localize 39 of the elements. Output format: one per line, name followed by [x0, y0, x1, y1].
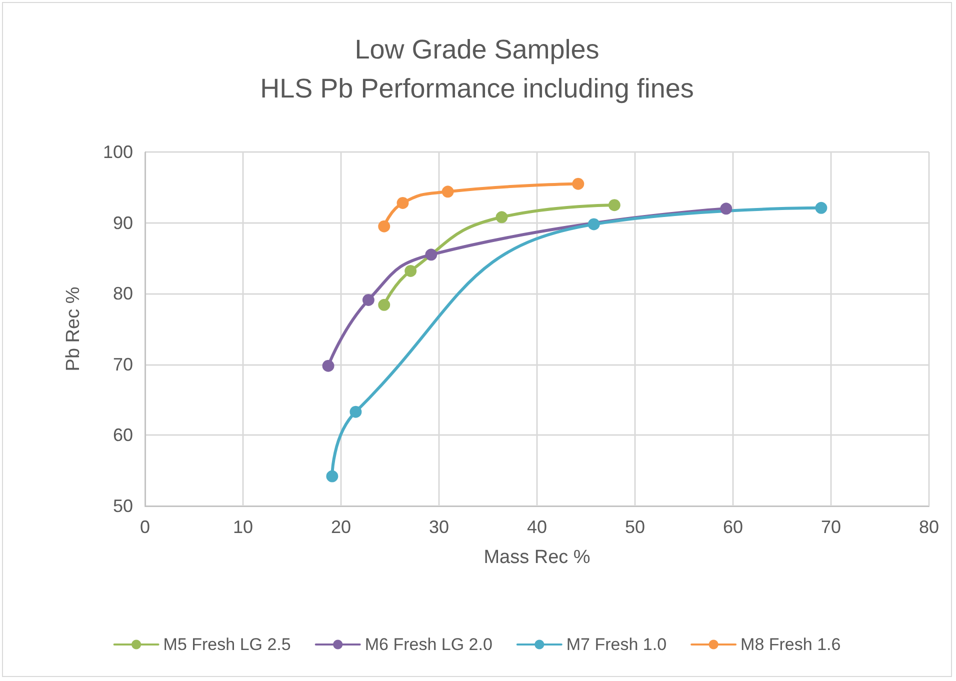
point [588, 218, 600, 230]
x-axis-title: Mass Rec % [484, 547, 590, 568]
y-tick-label: 90 [112, 212, 133, 233]
x-tick-label: 0 [140, 517, 150, 537]
legend-label: M8 Fresh 1.6 [740, 635, 841, 654]
chart-title: Low Grade Samples [354, 34, 600, 64]
x-tick-label: 80 [918, 517, 940, 537]
point [396, 196, 409, 209]
point [362, 294, 374, 306]
point [608, 199, 620, 212]
x-tick-label: 10 [232, 517, 254, 537]
legend-label: M6 Fresh LG 2.0 [364, 635, 492, 654]
point [496, 211, 508, 224]
y-tick-label: 60 [112, 425, 133, 446]
y-tick-label: 80 [112, 284, 133, 304]
point [815, 202, 828, 214]
chart-subtitle: HLS Pb Performance including fines [260, 74, 694, 104]
point [322, 360, 334, 372]
x-tick-label: 20 [330, 517, 352, 537]
y-tick-label: 70 [112, 354, 133, 374]
point [326, 470, 338, 482]
y-axis-title: Pb Rec % [63, 286, 84, 372]
x-tick-label: 50 [624, 517, 646, 537]
point [378, 220, 390, 232]
point [404, 264, 417, 277]
legend-label: M7 Fresh 1.0 [566, 635, 667, 654]
x-tick-label: 30 [428, 517, 450, 537]
point [350, 406, 362, 418]
x-tick-label: 70 [820, 517, 842, 537]
point [425, 248, 438, 261]
point [378, 298, 390, 311]
y-tick-label: 100 [102, 142, 133, 162]
point [442, 186, 454, 198]
point [720, 202, 732, 215]
point [572, 178, 584, 190]
x-tick-label: 60 [722, 517, 744, 537]
x-tick-label: 40 [526, 517, 548, 537]
legend-label: M5 Fresh LG 2.5 [163, 635, 291, 654]
y-tick-label: 50 [112, 496, 133, 516]
